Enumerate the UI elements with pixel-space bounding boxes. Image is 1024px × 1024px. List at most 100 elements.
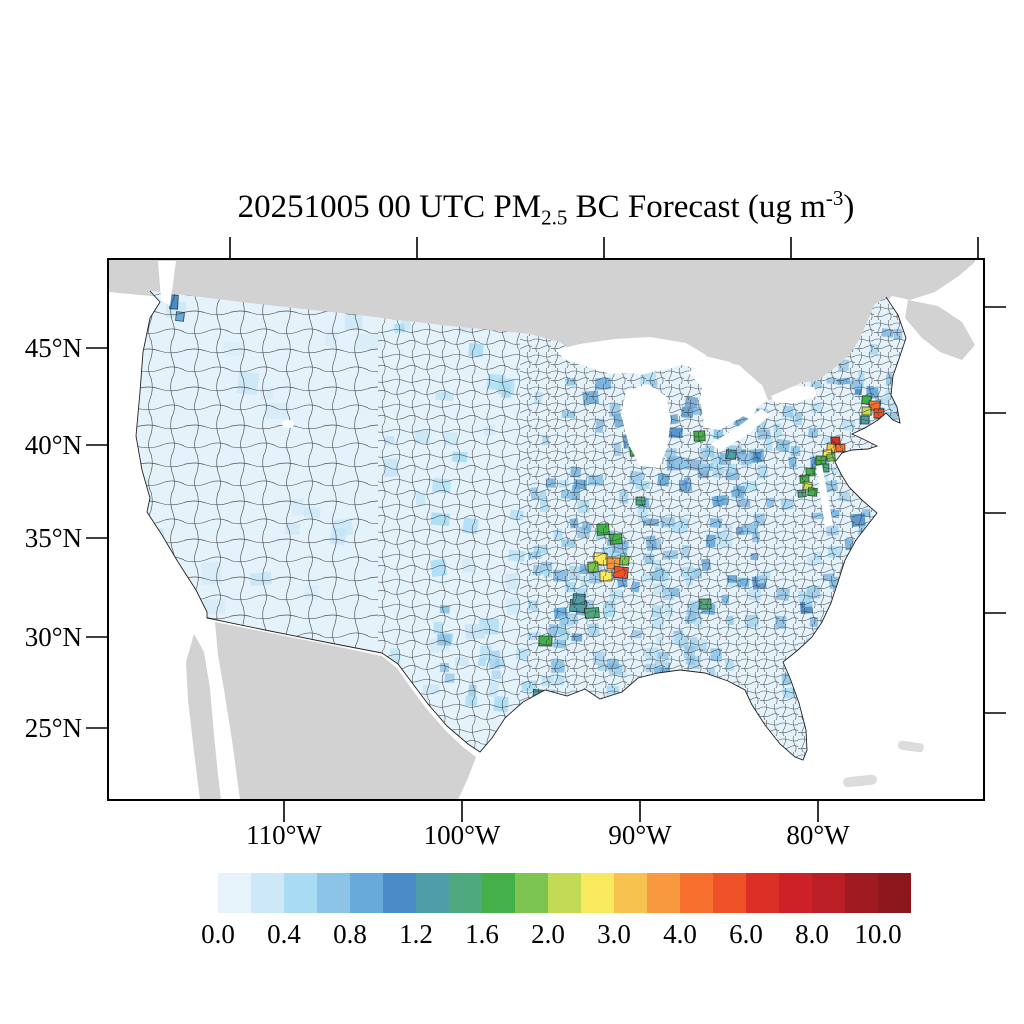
county-shade-cell <box>732 745 746 755</box>
colorbar-tick-label: 4.0 <box>663 919 697 949</box>
county-shade-cell <box>827 624 840 634</box>
axis-ticks <box>86 237 1006 822</box>
county-shade-cell <box>876 596 888 605</box>
lake-ontario <box>771 386 817 403</box>
county-shade-cell <box>896 456 906 468</box>
chesapeake-bay <box>816 465 833 527</box>
colorbar-box <box>218 873 251 913</box>
county-shade-cell <box>864 451 878 460</box>
colorbar-box <box>548 873 581 913</box>
county-shade-cell <box>902 363 906 376</box>
lat-label: 40°N <box>24 430 82 460</box>
colorbar-box <box>449 873 482 913</box>
county-shade-cell <box>819 728 833 737</box>
colorbar-tick-label: 8.0 <box>795 919 829 949</box>
lake-huron <box>688 361 761 420</box>
title-suffix: ) <box>843 189 855 225</box>
county-shade-cell <box>683 712 696 722</box>
colorbar-box <box>614 873 647 913</box>
lake-superior <box>556 337 706 374</box>
county-shade-cell <box>892 421 905 430</box>
cuba-island <box>843 774 877 788</box>
colorbar-box <box>647 873 680 913</box>
colorbar-tick-label: 3.0 <box>597 919 631 949</box>
colorbar-box <box>284 873 317 913</box>
colorbar-box <box>812 873 845 913</box>
lon-label: 90°W <box>608 820 672 850</box>
county-shade-cell <box>847 577 858 586</box>
lon-label: 80°W <box>786 820 850 850</box>
lake-erie <box>711 409 771 451</box>
colorbar-box <box>251 873 284 913</box>
county-shade-cell <box>711 415 725 427</box>
title-prefix: 20251005 00 UTC PM <box>237 189 542 225</box>
colorbar-box <box>416 873 449 913</box>
colorbar-tick-label: 2.0 <box>531 919 565 949</box>
colorbar-box <box>317 873 350 913</box>
colorbar-box <box>878 873 911 913</box>
county-shade-cell <box>668 742 676 754</box>
county-shade-cell <box>896 524 906 535</box>
colorbar-box <box>779 873 812 913</box>
county-shade-cell <box>544 696 556 707</box>
county-shade-cell <box>905 373 906 383</box>
colorbar-box <box>581 873 614 913</box>
title-subscript: 2.5 <box>541 205 568 230</box>
lat-label: 30°N <box>24 622 82 652</box>
county-shade-cell <box>892 386 900 399</box>
colorbar-box <box>845 873 878 913</box>
county-shade-cell <box>136 361 143 378</box>
county-shade-cell <box>862 593 875 602</box>
lon-label: 100°W <box>423 820 501 850</box>
county-shade-cell <box>731 738 745 753</box>
colorbar <box>218 873 911 913</box>
county-shade-cell <box>797 656 810 665</box>
colorbar-box <box>383 873 416 913</box>
colorbar-tick-label: 1.2 <box>399 919 433 949</box>
county-shade-cell <box>710 691 722 705</box>
bahamas-island <box>897 740 924 753</box>
colorbar-box <box>680 873 713 913</box>
lat-label: 45°N <box>24 333 82 363</box>
map-frame <box>107 258 985 801</box>
baja-california-landmass <box>186 634 221 800</box>
mexico-landmass <box>215 622 476 800</box>
county-shade-cell <box>163 579 182 591</box>
county-shade-cell <box>718 410 728 421</box>
county-shade-cell <box>811 719 821 731</box>
lat-label: 35°N <box>24 523 82 553</box>
colorbar-tick-label: 1.6 <box>465 919 499 949</box>
county-shade-cell <box>798 656 809 666</box>
colorbar-tick-label: 10.0 <box>854 919 902 949</box>
colorbar-box <box>746 873 779 913</box>
county-shade-cell <box>678 726 687 737</box>
county-shade-cell <box>561 697 572 707</box>
colorbar-box <box>350 873 383 913</box>
colorbar-tick-label: 0.8 <box>333 919 367 949</box>
colorbar-tick-label: 0.0 <box>201 919 235 949</box>
lon-label: 110°W <box>246 820 322 850</box>
county-shade-cell <box>825 664 837 673</box>
county-shade-cell <box>884 434 896 445</box>
county-shade-cell <box>882 507 890 519</box>
county-shade-cell <box>563 703 577 715</box>
title-middle: BC Forecast (ug m <box>567 189 826 225</box>
county-shade-cell <box>136 377 140 398</box>
colorbar-tick-label: 0.4 <box>267 919 301 949</box>
colorbar-box <box>515 873 548 913</box>
county-shade-cell <box>684 680 698 690</box>
puget-sound <box>158 261 176 306</box>
county-shade-cell <box>709 699 724 710</box>
county-shade-cell <box>871 471 885 479</box>
county-shade-cell <box>872 612 885 625</box>
colorbar-box <box>482 873 515 913</box>
county-shade-cell <box>662 700 677 712</box>
county-shade-cell <box>884 479 897 491</box>
county-shade-cell <box>686 690 698 698</box>
colorbar-tick-label: 6.0 <box>729 919 763 949</box>
us-coastline-outline <box>135 290 907 761</box>
canada-landmass <box>108 259 975 430</box>
county-shade-cell <box>895 390 906 398</box>
great-salt-lake <box>282 420 294 428</box>
